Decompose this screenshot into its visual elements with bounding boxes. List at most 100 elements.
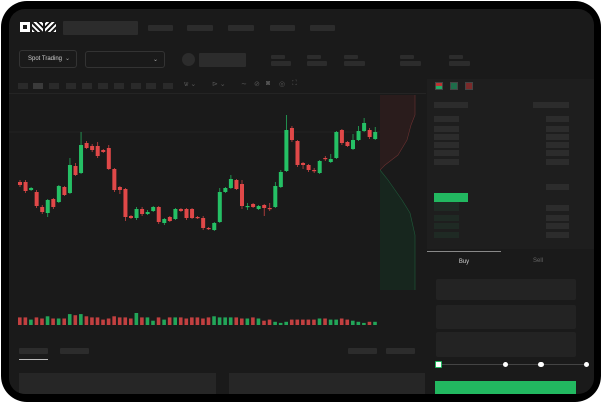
candle[interactable] bbox=[134, 209, 139, 218]
timeframe-button[interactable] bbox=[18, 83, 28, 89]
candle[interactable] bbox=[234, 180, 239, 189]
total-input[interactable] bbox=[436, 332, 576, 357]
tab-buy[interactable]: Buy bbox=[427, 251, 501, 269]
candle[interactable] bbox=[90, 146, 95, 150]
candle[interactable] bbox=[101, 150, 106, 152]
bid-price[interactable] bbox=[434, 223, 459, 229]
candle[interactable] bbox=[245, 206, 250, 208]
candle[interactable] bbox=[23, 182, 28, 191]
candle[interactable] bbox=[273, 186, 278, 207]
candle[interactable] bbox=[240, 184, 244, 206]
candle[interactable] bbox=[140, 209, 145, 214]
orderbook-bids-icon[interactable] bbox=[450, 82, 458, 90]
amount-slider[interactable] bbox=[439, 364, 587, 365]
candle[interactable] bbox=[162, 219, 167, 223]
candle[interactable] bbox=[29, 188, 34, 190]
candle[interactable] bbox=[167, 217, 172, 221]
candle[interactable] bbox=[178, 209, 183, 211]
nav-item[interactable] bbox=[187, 25, 213, 31]
candle[interactable] bbox=[228, 179, 233, 188]
ask-price[interactable] bbox=[434, 150, 459, 156]
candle[interactable] bbox=[323, 158, 328, 160]
candle[interactable] bbox=[334, 132, 339, 158]
search-bar[interactable] bbox=[63, 21, 138, 35]
candle[interactable] bbox=[223, 188, 228, 192]
candle[interactable] bbox=[117, 187, 122, 190]
slider-mark-100[interactable] bbox=[584, 362, 589, 367]
tab-order-history[interactable] bbox=[60, 348, 89, 354]
draw-line-icon[interactable]: ⊳ ⌄ bbox=[212, 81, 226, 88]
candle[interactable] bbox=[328, 159, 333, 162]
last-price[interactable] bbox=[434, 193, 468, 202]
timeframe-button[interactable] bbox=[131, 83, 141, 89]
orderbook-both-icon[interactable] bbox=[435, 82, 443, 90]
nav-item[interactable] bbox=[148, 25, 173, 31]
candle[interactable] bbox=[317, 161, 322, 173]
candle[interactable] bbox=[112, 169, 117, 190]
ask-price[interactable] bbox=[434, 142, 459, 148]
candle[interactable] bbox=[145, 212, 150, 214]
candle[interactable] bbox=[190, 209, 195, 218]
candle[interactable] bbox=[262, 205, 267, 208]
candle[interactable] bbox=[306, 165, 311, 170]
ruler-icon[interactable]: ⊘ bbox=[254, 81, 260, 88]
candle[interactable] bbox=[151, 207, 156, 211]
bid-price[interactable] bbox=[434, 201, 459, 207]
candle[interactable] bbox=[345, 142, 350, 146]
timeframe-button[interactable] bbox=[82, 83, 92, 89]
candle[interactable] bbox=[339, 130, 344, 143]
candle[interactable] bbox=[84, 143, 89, 148]
candle[interactable] bbox=[106, 148, 111, 169]
nav-item[interactable] bbox=[310, 25, 335, 31]
candle[interactable] bbox=[156, 207, 161, 222]
candle[interactable] bbox=[301, 163, 306, 165]
timeframe-button[interactable] bbox=[49, 83, 59, 89]
tab-sell[interactable]: Sell bbox=[501, 251, 575, 269]
candle[interactable] bbox=[195, 217, 200, 219]
candle[interactable] bbox=[356, 131, 361, 140]
fullscreen-icon[interactable]: ⛶ bbox=[292, 80, 297, 87]
candle[interactable] bbox=[212, 223, 217, 230]
candle[interactable] bbox=[56, 186, 61, 202]
candle[interactable] bbox=[79, 145, 84, 173]
candlestick-chart[interactable] bbox=[9, 9, 381, 339]
nav-item[interactable] bbox=[270, 25, 295, 31]
candle[interactable] bbox=[362, 123, 367, 131]
candle[interactable] bbox=[18, 182, 22, 185]
ask-price[interactable] bbox=[434, 134, 459, 140]
buy-button[interactable] bbox=[435, 381, 576, 394]
candle[interactable] bbox=[373, 132, 378, 139]
nav-item[interactable] bbox=[228, 25, 254, 31]
candle[interactable] bbox=[351, 140, 355, 149]
candle[interactable] bbox=[217, 192, 222, 222]
price-input[interactable] bbox=[436, 279, 576, 300]
bid-price[interactable] bbox=[434, 205, 459, 211]
candle[interactable] bbox=[289, 128, 294, 140]
timeframe-button[interactable] bbox=[146, 83, 156, 89]
candle[interactable] bbox=[40, 207, 45, 212]
orderbook-asks-icon[interactable] bbox=[465, 82, 473, 90]
candle[interactable] bbox=[201, 218, 206, 228]
candle[interactable] bbox=[62, 187, 67, 195]
timeframe-button[interactable] bbox=[98, 83, 108, 89]
timeframe-button[interactable] bbox=[66, 83, 76, 89]
candle[interactable] bbox=[67, 165, 72, 193]
candle[interactable] bbox=[256, 206, 261, 209]
candle[interactable] bbox=[34, 192, 39, 206]
candle[interactable] bbox=[173, 209, 178, 219]
candle[interactable] bbox=[129, 216, 133, 218]
candle[interactable] bbox=[206, 228, 211, 230]
slider-handle[interactable] bbox=[435, 361, 442, 368]
indicator-icon[interactable]: ѡ ⌄ bbox=[184, 81, 197, 88]
ask-price[interactable] bbox=[434, 116, 459, 122]
candle[interactable] bbox=[45, 200, 50, 213]
candle[interactable] bbox=[312, 170, 317, 172]
wave-icon[interactable]: ∼ bbox=[241, 81, 247, 88]
bid-price[interactable] bbox=[434, 215, 459, 221]
pair-dropdown[interactable]: ⌄ bbox=[85, 51, 165, 68]
candle[interactable] bbox=[278, 172, 283, 187]
bid-price[interactable] bbox=[434, 232, 459, 238]
candle[interactable] bbox=[295, 141, 300, 165]
okx-logo[interactable] bbox=[20, 22, 58, 32]
market-type-dropdown[interactable]: Spot Trading ⌄ bbox=[19, 50, 77, 68]
